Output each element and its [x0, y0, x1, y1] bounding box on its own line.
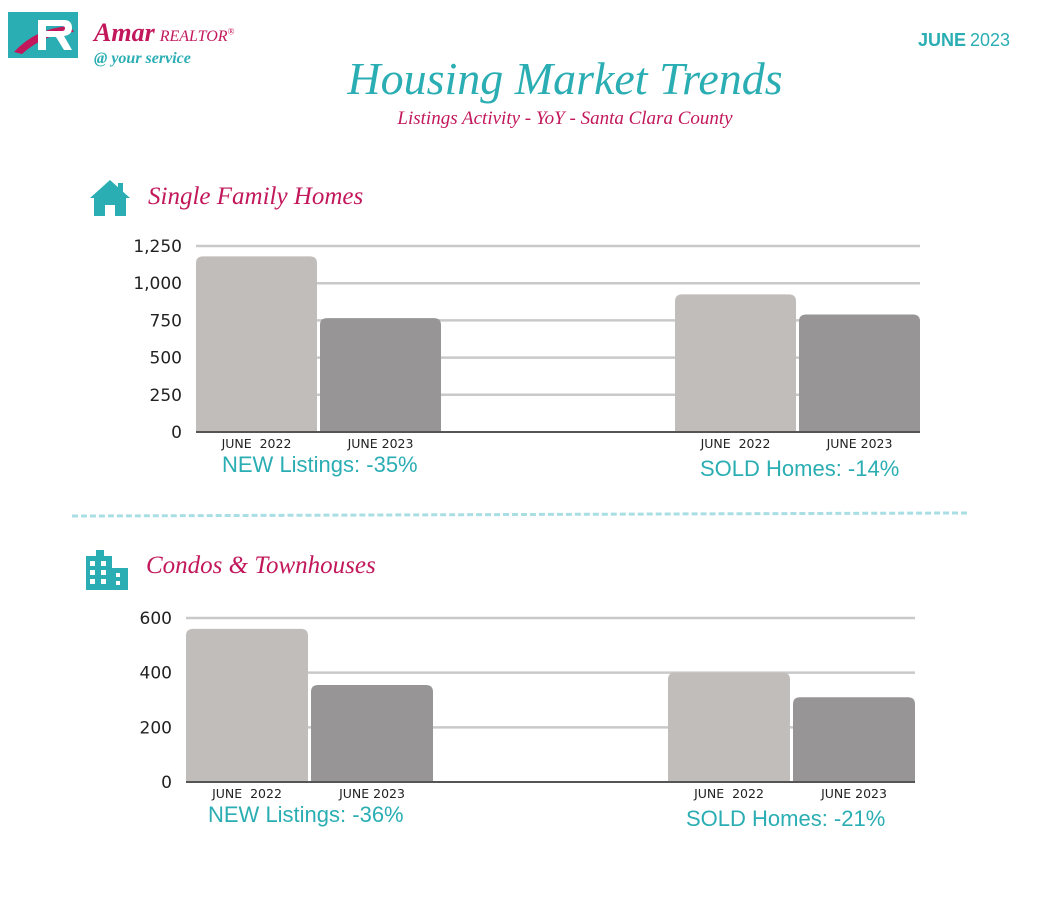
- category-label: JUNE 2023: [338, 786, 405, 801]
- brand-name-main: Amar: [94, 18, 155, 47]
- realtor-logo-icon: [8, 12, 78, 58]
- y-tick-label: 0: [171, 423, 182, 443]
- y-tick-label: 600: [140, 609, 172, 629]
- category-label: JUNE 2022: [700, 436, 771, 451]
- category-label: JUNE 2023: [820, 786, 887, 801]
- summary-new-listings: NEW Listings: -36%: [208, 802, 404, 827]
- house-icon: [90, 180, 130, 216]
- brand-tagline: @ your service: [94, 50, 191, 67]
- y-tick-label: 500: [150, 349, 182, 369]
- brand-name: Amar REALTOR®: [94, 18, 234, 48]
- date-year: 2023: [969, 30, 1010, 50]
- summary-new-listings: NEW Listings: -35%: [222, 452, 418, 477]
- bar: [186, 628, 308, 782]
- y-tick-label: 200: [140, 718, 172, 738]
- category-label: JUNE 2022: [211, 786, 282, 801]
- y-tick-label: 1,000: [133, 274, 182, 294]
- bar: [668, 672, 790, 782]
- bar: [196, 256, 317, 432]
- section-single-family: Single Family Homes 0 250 500 750 1,000 1,250…: [90, 180, 920, 481]
- chart-single-family: 0 250 500 750 1,000 1,250 JUNE 2022 JUNE 2023 JU…: [133, 237, 920, 451]
- bar: [311, 684, 433, 782]
- brand-name-suffix: REALTOR: [159, 28, 228, 45]
- page-subtitle: Listings Activity - YoY - Santa Clara Co…: [397, 108, 733, 129]
- bar: [675, 294, 796, 432]
- y-tick-label: 750: [150, 311, 182, 331]
- y-tick-label: 400: [140, 664, 172, 684]
- category-label: JUNE 2023: [347, 436, 414, 451]
- date-badge: JUNE 2023: [918, 30, 1010, 51]
- logo: Amar REALTOR® @ your service: [8, 12, 278, 67]
- section-title: Single Family Homes: [148, 183, 364, 210]
- y-tick-label: 0: [161, 773, 172, 793]
- y-tick-label: 250: [150, 386, 182, 406]
- y-tick-label: 1,250: [133, 237, 182, 257]
- bar: [320, 318, 441, 432]
- brand-registered-mark: ®: [227, 26, 235, 37]
- category-label: JUNE 2023: [826, 436, 893, 451]
- date-month: JUNE: [917, 30, 966, 50]
- summary-sold-homes: SOLD Homes: -21%: [686, 806, 886, 831]
- section-title: Condos & Townhouses: [146, 552, 376, 579]
- page-title: Housing Market Trends: [347, 53, 783, 104]
- category-label: JUNE 2022: [693, 786, 764, 801]
- bar: [793, 697, 915, 782]
- bar: [799, 314, 920, 432]
- category-label: JUNE 2022: [221, 436, 292, 451]
- building-icon: [86, 550, 128, 590]
- summary-sold-homes: SOLD Homes: -14%: [700, 456, 900, 481]
